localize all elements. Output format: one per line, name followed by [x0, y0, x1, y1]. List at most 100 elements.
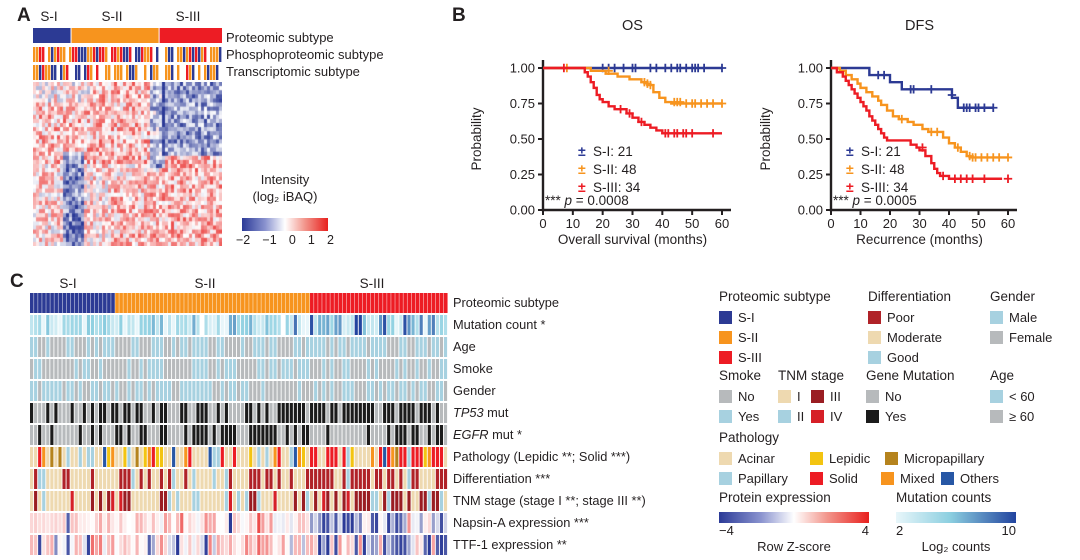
intensity-tick: −1 — [262, 233, 277, 247]
x-tick-label: 60 — [1001, 216, 1015, 231]
panel-c-group-label-s-iii: S-III — [359, 276, 385, 291]
legend-color-chip — [811, 390, 824, 403]
legend-item-acinar: Acinar — [719, 449, 775, 469]
y-axis-label: Probability — [469, 107, 484, 170]
panel-c-track-5 — [30, 403, 448, 423]
panel-c-track-6 — [30, 425, 448, 445]
censor-mark — [619, 63, 628, 73]
mutation-counts-max: 10 — [1001, 523, 1016, 538]
legend-item-lepidic: Lepidic — [810, 449, 870, 469]
plot-title: OS — [622, 18, 643, 34]
panel-a-group-label-s-i: S-I — [40, 9, 58, 24]
censor-mark — [625, 109, 634, 118]
legend-pathology: Pathology Acinar Lepidic Micropapillary Pap… — [719, 428, 1019, 489]
legend-color-chip — [719, 390, 732, 403]
panel-c-row-label-9: TNM stage (stage I **; stage III **) — [453, 493, 646, 508]
mutation-counts-min: 2 — [896, 523, 904, 538]
y-tick-label: 0.50 — [510, 132, 535, 147]
y-tick-label: 0.00 — [798, 203, 823, 218]
legend-item-no: No — [866, 387, 955, 407]
panel-c-track-7 — [30, 447, 448, 467]
legend-item-s-iii: S-III — [719, 348, 831, 368]
legend-color-chip — [778, 390, 791, 403]
legend-item-iii: III — [811, 387, 841, 407]
x-tick-label: 30 — [625, 216, 639, 231]
y-tick-label: 1.00 — [510, 61, 535, 76]
legend-item-i: I — [778, 387, 801, 407]
legend-color-chip — [719, 452, 732, 465]
legend-color-chip — [990, 410, 1003, 423]
legend-series-label: S-III: 34 — [861, 180, 909, 195]
mutation-counts-colorbar — [896, 512, 1016, 523]
legend-series-label: S-II: 48 — [861, 162, 905, 177]
mutation-counts-caption: Log₂ counts — [921, 539, 991, 554]
censor-mark — [947, 90, 957, 100]
legend-item-no: No — [719, 387, 761, 407]
legend-color-chip — [810, 452, 823, 465]
censor-mark — [989, 103, 998, 112]
x-tick-label: 40 — [655, 216, 669, 231]
x-axis-label: Recurrence (months) — [856, 232, 983, 247]
panel-a-annotation-label-phosphoproteomic: Phosphoproteomic subtype — [226, 47, 384, 62]
censor-mark — [559, 63, 569, 73]
censor-mark — [994, 153, 1004, 162]
panel-c-track-4 — [30, 381, 448, 401]
legend-gender-title: Gender — [990, 289, 1036, 304]
legend-color-chip — [778, 410, 791, 423]
censor-mark — [968, 174, 977, 183]
panel-c-track-8 — [30, 469, 448, 489]
legend-item-solid: Solid — [810, 469, 858, 489]
panel-c-row-label-7: Pathology (Lepidic **; Solid ***) — [453, 449, 631, 464]
legend-censor-glyph: ± — [846, 143, 854, 159]
legend-color-chip — [990, 390, 1003, 403]
panel-c-label: C — [10, 271, 24, 292]
panel-c-track-9 — [30, 491, 448, 511]
censor-mark — [1003, 174, 1013, 183]
y-tick-label: 0.25 — [798, 167, 823, 182]
legend-gender: Gender Male Female — [990, 287, 1052, 348]
legend-item-yes: Yes — [719, 407, 761, 427]
y-tick-label: 0.75 — [798, 96, 823, 111]
legend-item-good: Good — [868, 348, 951, 368]
censor-mark — [980, 103, 989, 112]
censor-mark — [708, 129, 718, 138]
legend-censor-glyph: ± — [846, 161, 854, 177]
legend-item-iv: IV — [811, 407, 842, 427]
legend-item-male: Male — [990, 308, 1052, 328]
legend-gene-mutation-title: Gene Mutation — [866, 368, 955, 383]
legend-smoke: Smoke No Yes — [719, 366, 761, 427]
legend-item-s-i: S-I — [719, 308, 831, 328]
legend-color-chip — [881, 472, 894, 485]
legend-censor-glyph: ± — [846, 179, 854, 195]
panel-c-row-label-11: TTF-1 expression ** — [453, 537, 567, 552]
legend-color-chip — [866, 390, 879, 403]
legend-item-yes: Yes — [866, 407, 955, 427]
legend-color-chip — [866, 410, 879, 423]
legend-smoke-title: Smoke — [719, 368, 762, 383]
legend-color-chip — [990, 331, 1003, 344]
p-value-label: *** p = 0.0005 — [833, 193, 917, 208]
y-tick-label: 0.50 — [798, 132, 823, 147]
x-tick-label: 20 — [883, 216, 897, 231]
panel-c-annotation-heatmap — [30, 293, 448, 555]
legend-protein-expression: Protein expression −4 4 Row Z-score — [719, 488, 869, 555]
legend-proteomic-subtype: Proteomic subtype S-I S-II S-III — [719, 287, 831, 368]
x-tick-label: 0 — [827, 216, 834, 231]
censor-mark — [918, 143, 927, 152]
km-curve-s-i — [831, 66, 994, 109]
km-curve-s-iii — [831, 66, 1003, 180]
censor-mark — [652, 63, 661, 73]
intensity-tick: −2 — [236, 233, 251, 247]
plot-title: DFS — [905, 18, 934, 34]
x-tick-label: 40 — [942, 216, 956, 231]
legend-color-chip — [885, 452, 898, 465]
panel-a-annotation-label-transcriptomic: Transcriptomic subtype — [226, 64, 360, 79]
panel-a-group-label-s-iii: S-III — [175, 9, 201, 24]
protein-expression-max: 4 — [861, 523, 869, 538]
legend-age-title: Age — [990, 368, 1015, 383]
legend-tnm-stage: TNM stage I II III IV — [778, 366, 858, 427]
legend-mutation-counts-title: Mutation counts — [896, 490, 992, 505]
legend-tnm-stage-title: TNM stage — [778, 368, 845, 383]
intensity-legend-title: Intensity — [260, 172, 310, 187]
censor-mark — [699, 63, 709, 73]
